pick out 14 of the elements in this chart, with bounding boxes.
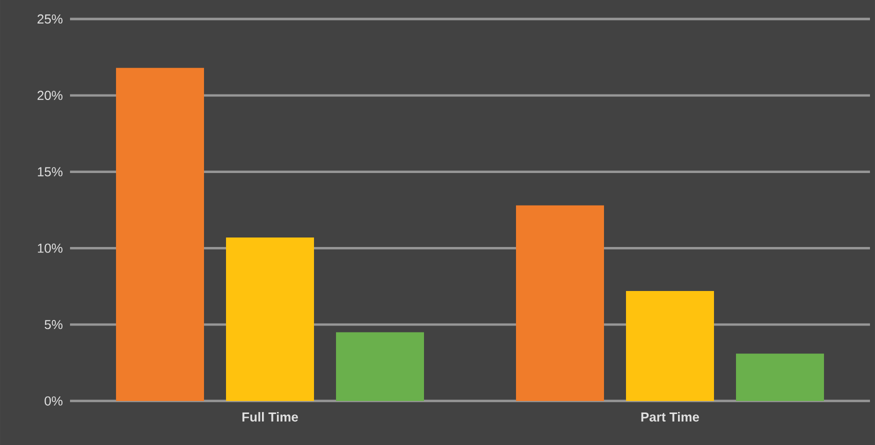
x-tick-label: Part Time bbox=[641, 412, 700, 422]
y-tick-label: 15% bbox=[38, 167, 62, 176]
y-tick-label: 5% bbox=[44, 320, 62, 330]
y-tick-label: 25% bbox=[38, 14, 62, 24]
x-tick-label: Full Time bbox=[242, 412, 298, 422]
bar bbox=[626, 290, 714, 401]
y-tick-label: 20% bbox=[38, 90, 62, 100]
y-tick-label: 0% bbox=[44, 396, 62, 406]
bar bbox=[736, 354, 824, 401]
bar bbox=[116, 68, 204, 401]
bar bbox=[516, 205, 604, 401]
bar bbox=[226, 237, 314, 401]
bar bbox=[336, 332, 424, 401]
y-tick-label: 10% bbox=[38, 244, 62, 253]
